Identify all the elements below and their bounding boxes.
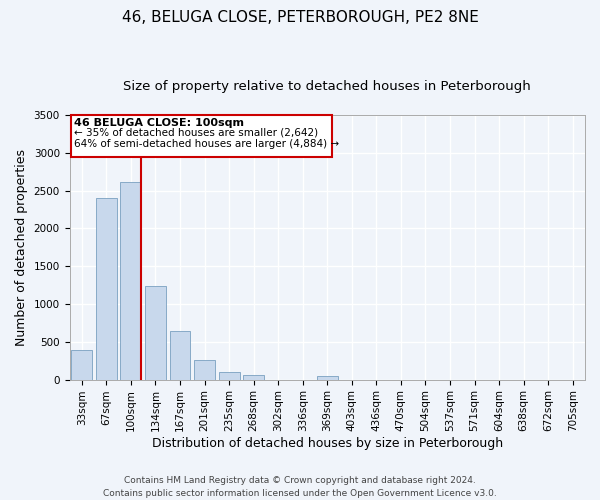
Bar (243, 376, 264, 380)
Title: Size of property relative to detached houses in Peterborough: Size of property relative to detached ho… (124, 80, 531, 93)
Text: 46 BELUGA CLOSE: 100sqm: 46 BELUGA CLOSE: 100sqm (74, 118, 244, 128)
X-axis label: Distribution of detached houses by size in Peterborough: Distribution of detached houses by size … (152, 437, 503, 450)
Bar (121, 182, 142, 380)
Text: 64% of semi-detached houses are larger (4,884) →: 64% of semi-detached houses are larger (… (74, 139, 340, 149)
Bar (317, 376, 338, 380)
FancyBboxPatch shape (71, 115, 332, 158)
Text: ← 35% of detached houses are smaller (2,642): ← 35% of detached houses are smaller (2,… (74, 128, 319, 138)
Text: Contains HM Land Registry data © Crown copyright and database right 2024.
Contai: Contains HM Land Registry data © Crown c… (103, 476, 497, 498)
Y-axis label: Number of detached properties: Number of detached properties (15, 149, 28, 346)
Text: 46, BELUGA CLOSE, PETERBOROUGH, PE2 8NE: 46, BELUGA CLOSE, PETERBOROUGH, PE2 8NE (122, 10, 478, 25)
Bar (145, 286, 166, 380)
Bar (218, 372, 239, 380)
Bar (71, 350, 92, 380)
Bar (194, 360, 215, 380)
Bar (170, 331, 190, 380)
Bar (96, 198, 117, 380)
